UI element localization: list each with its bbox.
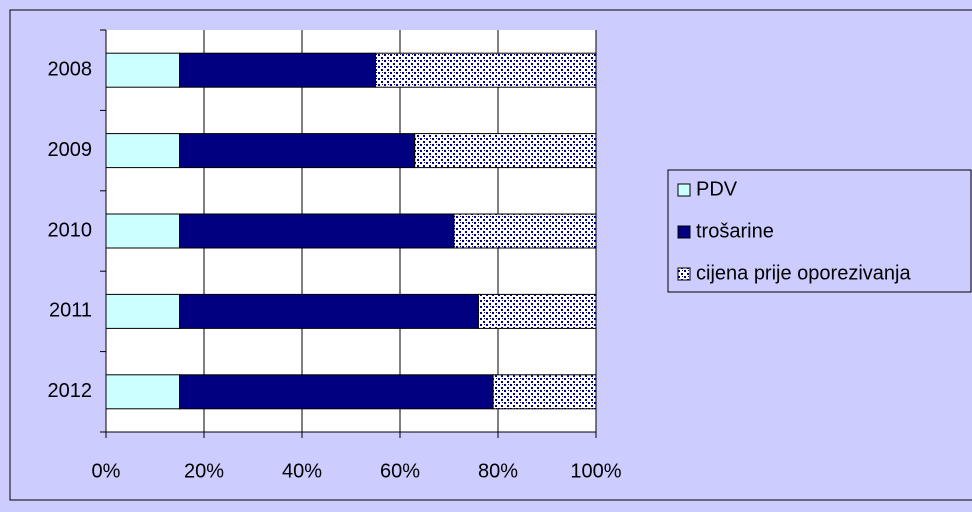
bar-segment — [492, 374, 597, 410]
x-tick-label: 20% — [184, 460, 224, 482]
y-tick-label: 2012 — [48, 380, 93, 402]
bar-segment — [105, 52, 180, 88]
legend-swatch — [677, 183, 691, 197]
x-tick-label: 80% — [478, 460, 518, 482]
bar-segment — [105, 374, 180, 410]
bar-segment — [105, 133, 180, 169]
x-tick-label: 60% — [380, 460, 420, 482]
y-tick-label: 2009 — [48, 139, 93, 161]
legend-swatch — [677, 267, 691, 281]
bar-segment — [179, 52, 376, 88]
legend-label: cijena prije oporezivanja — [696, 262, 911, 284]
bar-segment — [105, 213, 180, 249]
bar-segment — [453, 213, 597, 249]
bar-segment — [477, 293, 597, 329]
bar-segment — [179, 374, 494, 410]
y-tick-label: 2011 — [49, 300, 92, 322]
bar-segment — [179, 133, 416, 169]
bar-segment — [179, 213, 455, 249]
bar-segment — [179, 293, 479, 329]
x-tick-label: 0% — [92, 460, 121, 482]
legend-swatch — [677, 225, 691, 239]
y-tick-label: 2008 — [48, 58, 93, 80]
bar-segment — [414, 133, 597, 169]
legend-box — [667, 169, 972, 293]
bar-segment — [105, 293, 180, 329]
x-tick-label: 100% — [570, 460, 621, 482]
x-tick-label: 40% — [282, 460, 322, 482]
y-tick-label: 2010 — [48, 219, 93, 241]
bar-segment — [375, 52, 597, 88]
legend-label: PDV — [696, 178, 738, 200]
legend-label: trošarine — [696, 220, 774, 242]
